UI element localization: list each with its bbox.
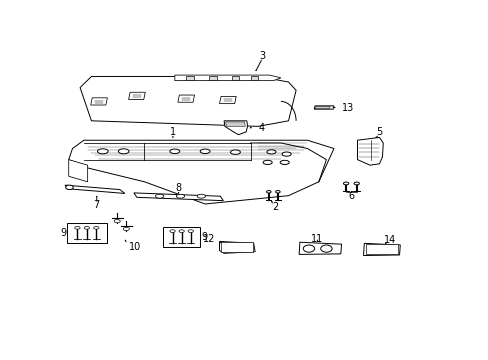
Polygon shape <box>134 193 223 201</box>
Ellipse shape <box>97 149 108 154</box>
FancyBboxPatch shape <box>365 244 398 254</box>
Polygon shape <box>224 121 247 135</box>
Ellipse shape <box>118 149 129 154</box>
Ellipse shape <box>266 190 270 193</box>
Text: 9: 9 <box>60 228 66 238</box>
Ellipse shape <box>343 182 348 185</box>
Polygon shape <box>225 122 245 126</box>
FancyBboxPatch shape <box>221 242 252 252</box>
Ellipse shape <box>303 245 314 252</box>
Polygon shape <box>68 140 333 204</box>
Text: 11: 11 <box>310 234 323 244</box>
Ellipse shape <box>320 245 331 252</box>
Polygon shape <box>68 159 87 182</box>
Text: 4: 4 <box>259 123 264 133</box>
Ellipse shape <box>123 227 129 231</box>
Text: 13: 13 <box>342 103 354 113</box>
Polygon shape <box>128 92 145 99</box>
Text: 14: 14 <box>383 235 395 245</box>
Text: 1: 1 <box>169 127 176 137</box>
Ellipse shape <box>353 182 359 185</box>
Text: 12: 12 <box>203 234 215 244</box>
Text: 9: 9 <box>201 232 207 242</box>
Text: 10: 10 <box>129 242 141 252</box>
Ellipse shape <box>200 149 210 153</box>
Ellipse shape <box>266 150 275 154</box>
Polygon shape <box>299 242 341 255</box>
FancyBboxPatch shape <box>163 227 200 247</box>
Text: 5: 5 <box>376 127 382 138</box>
Text: 8: 8 <box>175 184 182 193</box>
FancyBboxPatch shape <box>231 76 239 80</box>
Ellipse shape <box>263 160 272 165</box>
Text: 6: 6 <box>347 191 354 201</box>
Ellipse shape <box>169 230 175 233</box>
Polygon shape <box>314 106 333 109</box>
Polygon shape <box>363 243 400 256</box>
FancyBboxPatch shape <box>208 76 216 80</box>
Ellipse shape <box>230 150 240 154</box>
Ellipse shape <box>176 194 184 198</box>
Text: 2: 2 <box>271 202 278 212</box>
Ellipse shape <box>280 160 289 165</box>
Ellipse shape <box>84 226 89 229</box>
Ellipse shape <box>75 226 80 229</box>
Polygon shape <box>90 98 107 105</box>
Text: 3: 3 <box>259 51 265 61</box>
Ellipse shape <box>282 152 290 156</box>
Polygon shape <box>80 76 296 126</box>
Ellipse shape <box>188 230 193 233</box>
Polygon shape <box>175 75 280 81</box>
Ellipse shape <box>197 194 205 198</box>
Ellipse shape <box>179 230 184 233</box>
FancyBboxPatch shape <box>186 76 193 80</box>
Ellipse shape <box>94 226 99 229</box>
Polygon shape <box>178 95 194 102</box>
Ellipse shape <box>65 185 73 190</box>
Polygon shape <box>219 242 255 253</box>
Polygon shape <box>314 107 329 109</box>
Text: 7: 7 <box>93 201 100 210</box>
Ellipse shape <box>114 220 120 223</box>
Ellipse shape <box>275 190 280 193</box>
Polygon shape <box>65 185 124 193</box>
Polygon shape <box>219 96 236 104</box>
Polygon shape <box>357 138 383 165</box>
Ellipse shape <box>155 194 163 198</box>
Ellipse shape <box>169 149 180 153</box>
FancyBboxPatch shape <box>250 76 258 80</box>
FancyBboxPatch shape <box>67 223 106 243</box>
